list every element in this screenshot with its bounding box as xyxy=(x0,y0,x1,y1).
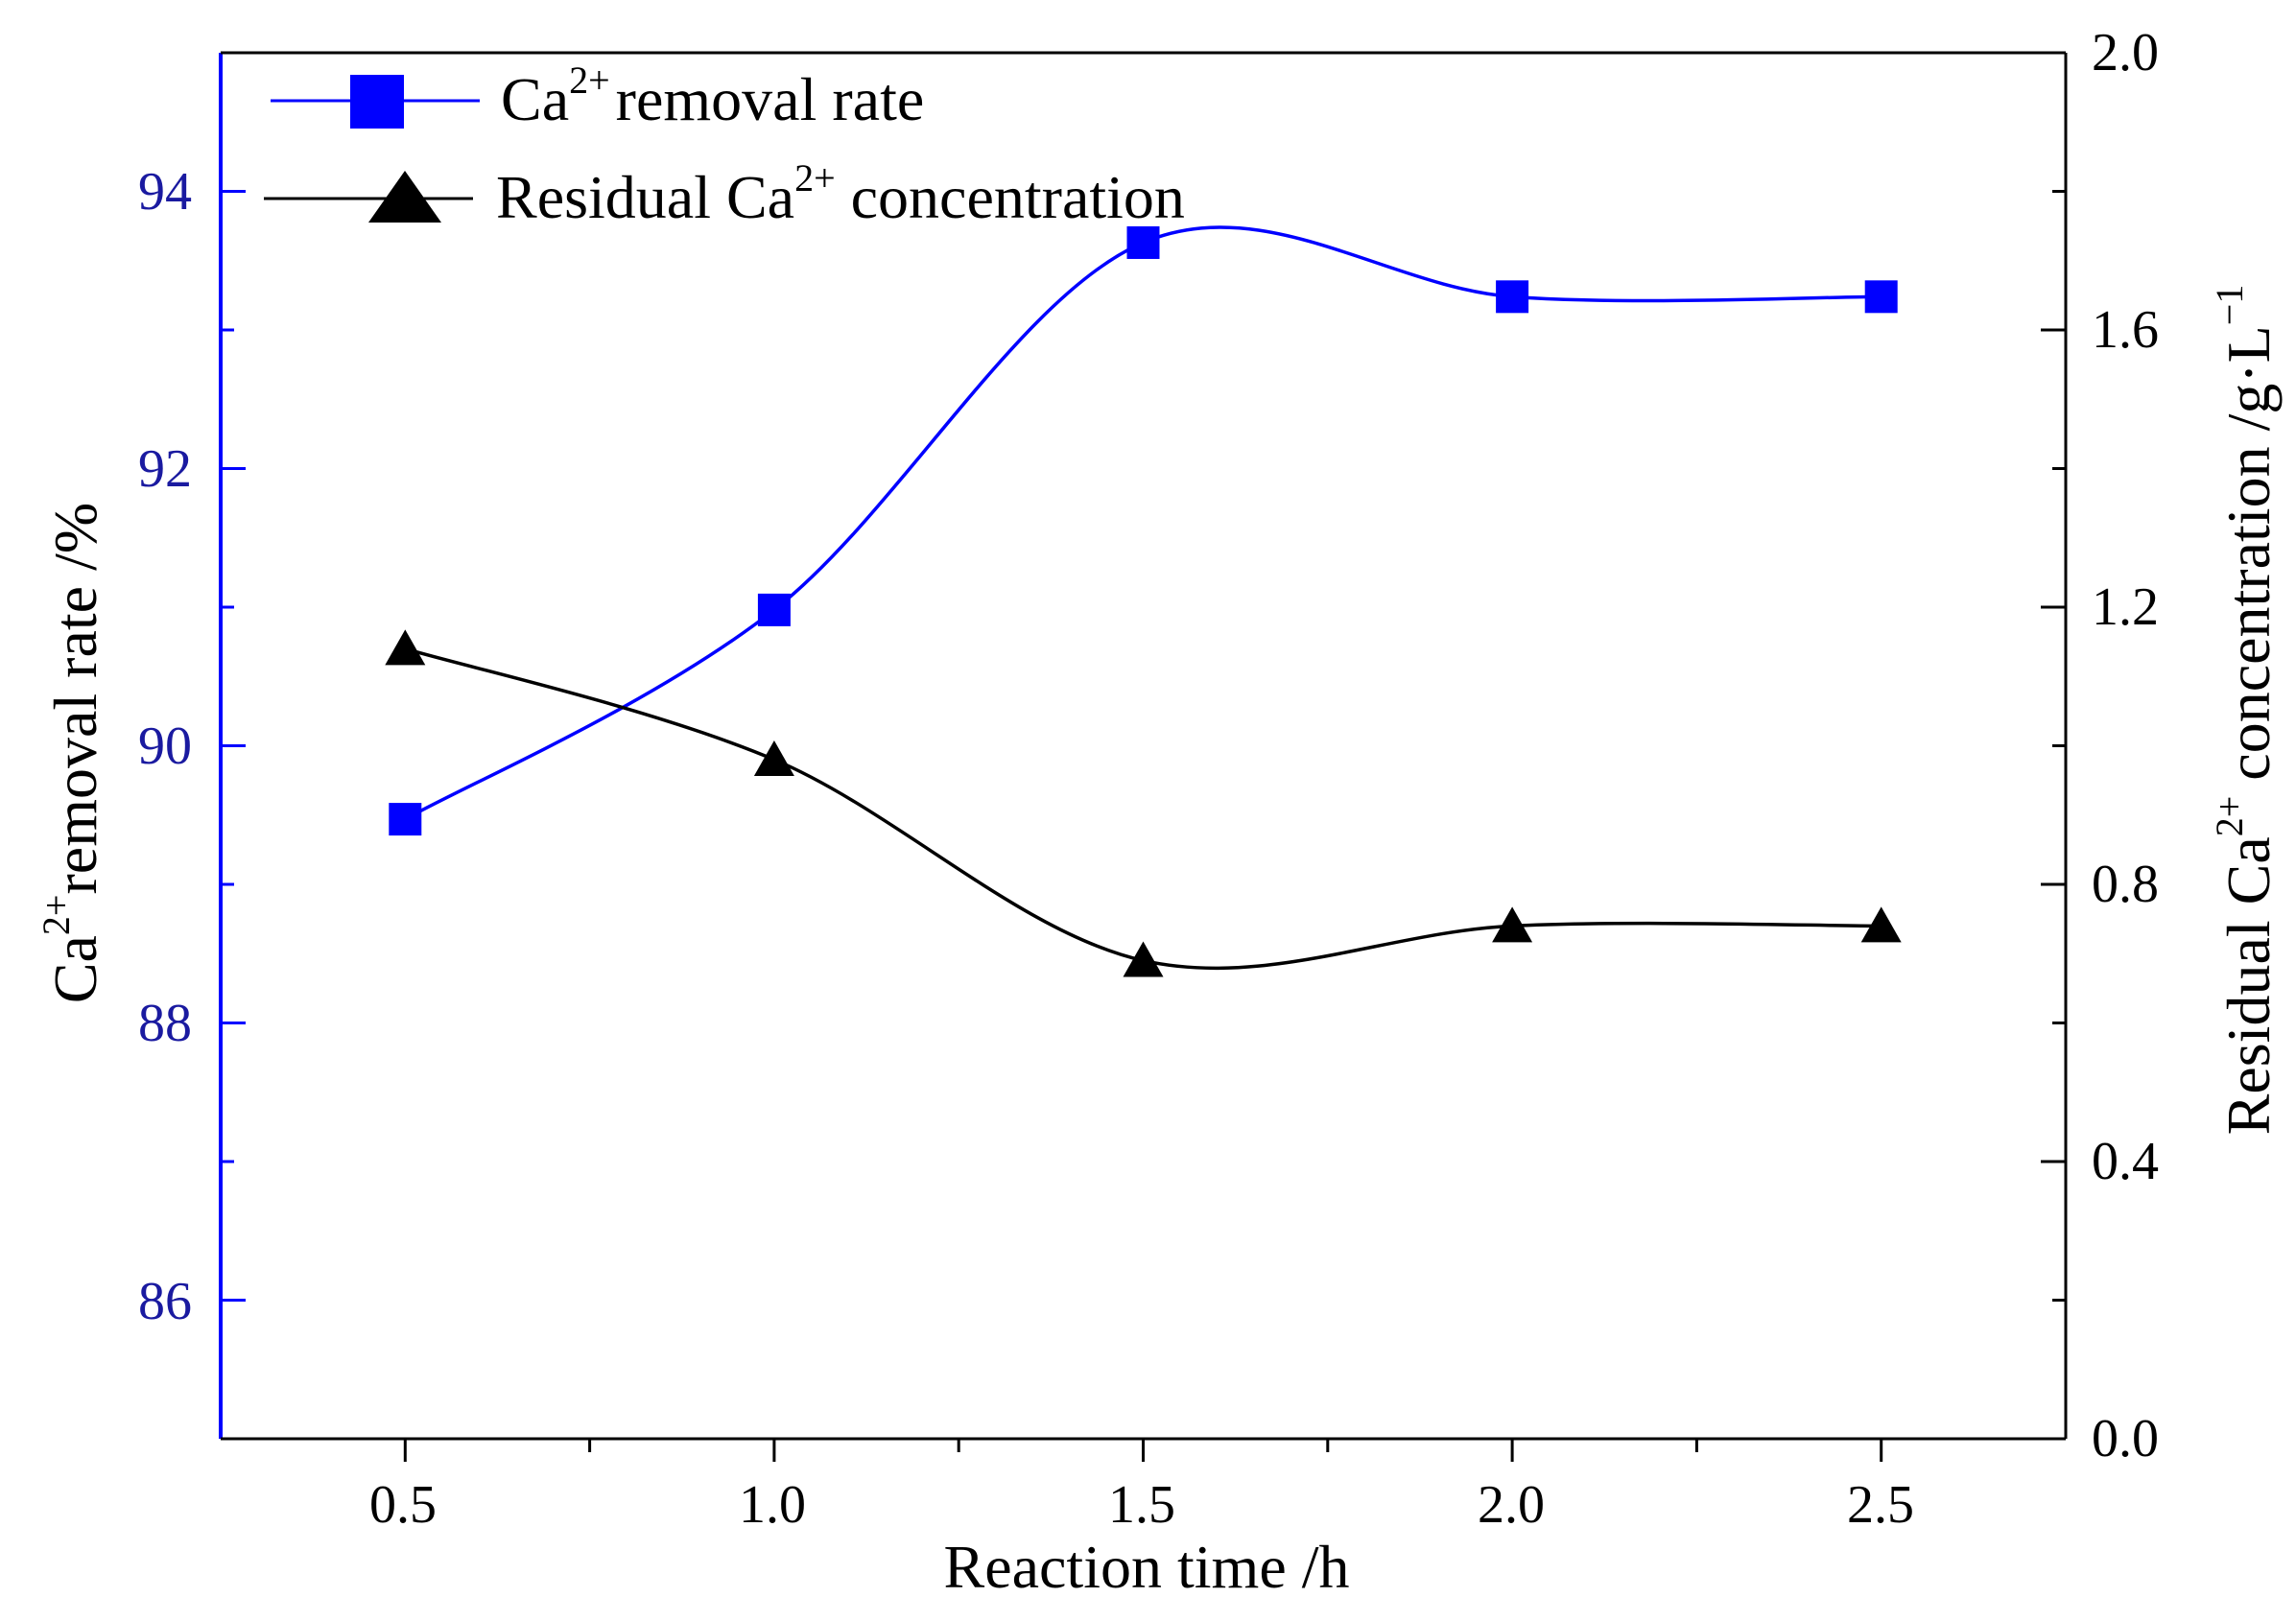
y-left-tick-label: 90 xyxy=(138,717,192,776)
x-tick-label: 0.5 xyxy=(369,1475,437,1535)
x-tick-label: 2.5 xyxy=(1847,1475,1914,1535)
x-axis-title: Reaction time /h xyxy=(944,1533,1350,1601)
legend-1-rest: removal rate xyxy=(616,65,925,133)
legend-triangle-marker-icon xyxy=(368,171,441,223)
legend: Ca2+removal rate Residual Ca2+ concentra… xyxy=(264,59,1185,231)
x-tick-label: 1.0 xyxy=(739,1475,806,1535)
y-left-title-rest: removal rate /% xyxy=(41,503,109,895)
legend-label-removal-rate: Ca2+removal rate xyxy=(501,59,924,133)
legend-2-rest: concentration xyxy=(836,163,1185,231)
y-left-tick-label: 86 xyxy=(138,1272,192,1331)
legend-2-pre: Residual Ca xyxy=(496,163,794,231)
residual-concentration-point xyxy=(753,740,794,776)
residual-concentration-point xyxy=(385,629,426,666)
x-tick-label: 1.5 xyxy=(1108,1475,1175,1535)
y-right-title-pre: Residual Ca xyxy=(2214,836,2283,1135)
removal-rate-point xyxy=(1864,280,1898,314)
series-markers xyxy=(385,225,1902,977)
y-right-tick-label: 2.0 xyxy=(2092,23,2159,82)
y-right-tick-label: 1.2 xyxy=(2092,577,2159,637)
removal-rate-point xyxy=(389,803,422,836)
legend-label-residual: Residual Ca2+ concentration xyxy=(496,156,1185,231)
y-right-title-sup2: −1 xyxy=(2208,285,2251,326)
legend-1-sup: 2+ xyxy=(569,59,610,102)
y-right-tick-label: 0.4 xyxy=(2092,1132,2159,1191)
y-right-tick-label: 1.6 xyxy=(2092,300,2159,360)
legend-2-sup: 2+ xyxy=(794,156,836,200)
residual-concentration-point xyxy=(1492,906,1533,943)
y-right-axis-ticks xyxy=(2041,51,2066,1441)
y-left-title-sup: 2+ xyxy=(35,895,78,936)
removal-rate-line xyxy=(404,225,1882,821)
removal-rate-point xyxy=(757,593,791,626)
legend-square-marker-icon xyxy=(350,75,404,129)
removal-rate-point xyxy=(1496,280,1529,314)
y-left-axis-ticks xyxy=(221,190,246,1302)
y-left-tick-label: 88 xyxy=(138,994,192,1053)
y-left-tick-label: 94 xyxy=(138,162,192,222)
removal-rate-point xyxy=(1126,225,1160,259)
y-left-title-base: Ca xyxy=(41,935,109,1003)
y-right-tick-label: 0.0 xyxy=(2092,1409,2159,1468)
y-right-title-sup: 2+ xyxy=(2208,796,2251,837)
y-left-axis-title: Ca2+removal rate /% xyxy=(35,503,109,1003)
x-axis-ticks xyxy=(403,1439,1883,1462)
y-right-title-mid: concentration /g·L xyxy=(2214,325,2283,795)
y-left-tick-label: 92 xyxy=(138,439,192,499)
y-right-tick-label: 0.8 xyxy=(2092,855,2159,914)
x-tick-label: 2.0 xyxy=(1478,1475,1545,1535)
residual-concentration-point xyxy=(1860,906,1902,943)
legend-1-base: Ca xyxy=(501,65,569,133)
y-right-axis-title: Residual Ca2+ concentration /g·L−1 xyxy=(2208,285,2283,1136)
residual-concentration-point xyxy=(1123,941,1164,977)
